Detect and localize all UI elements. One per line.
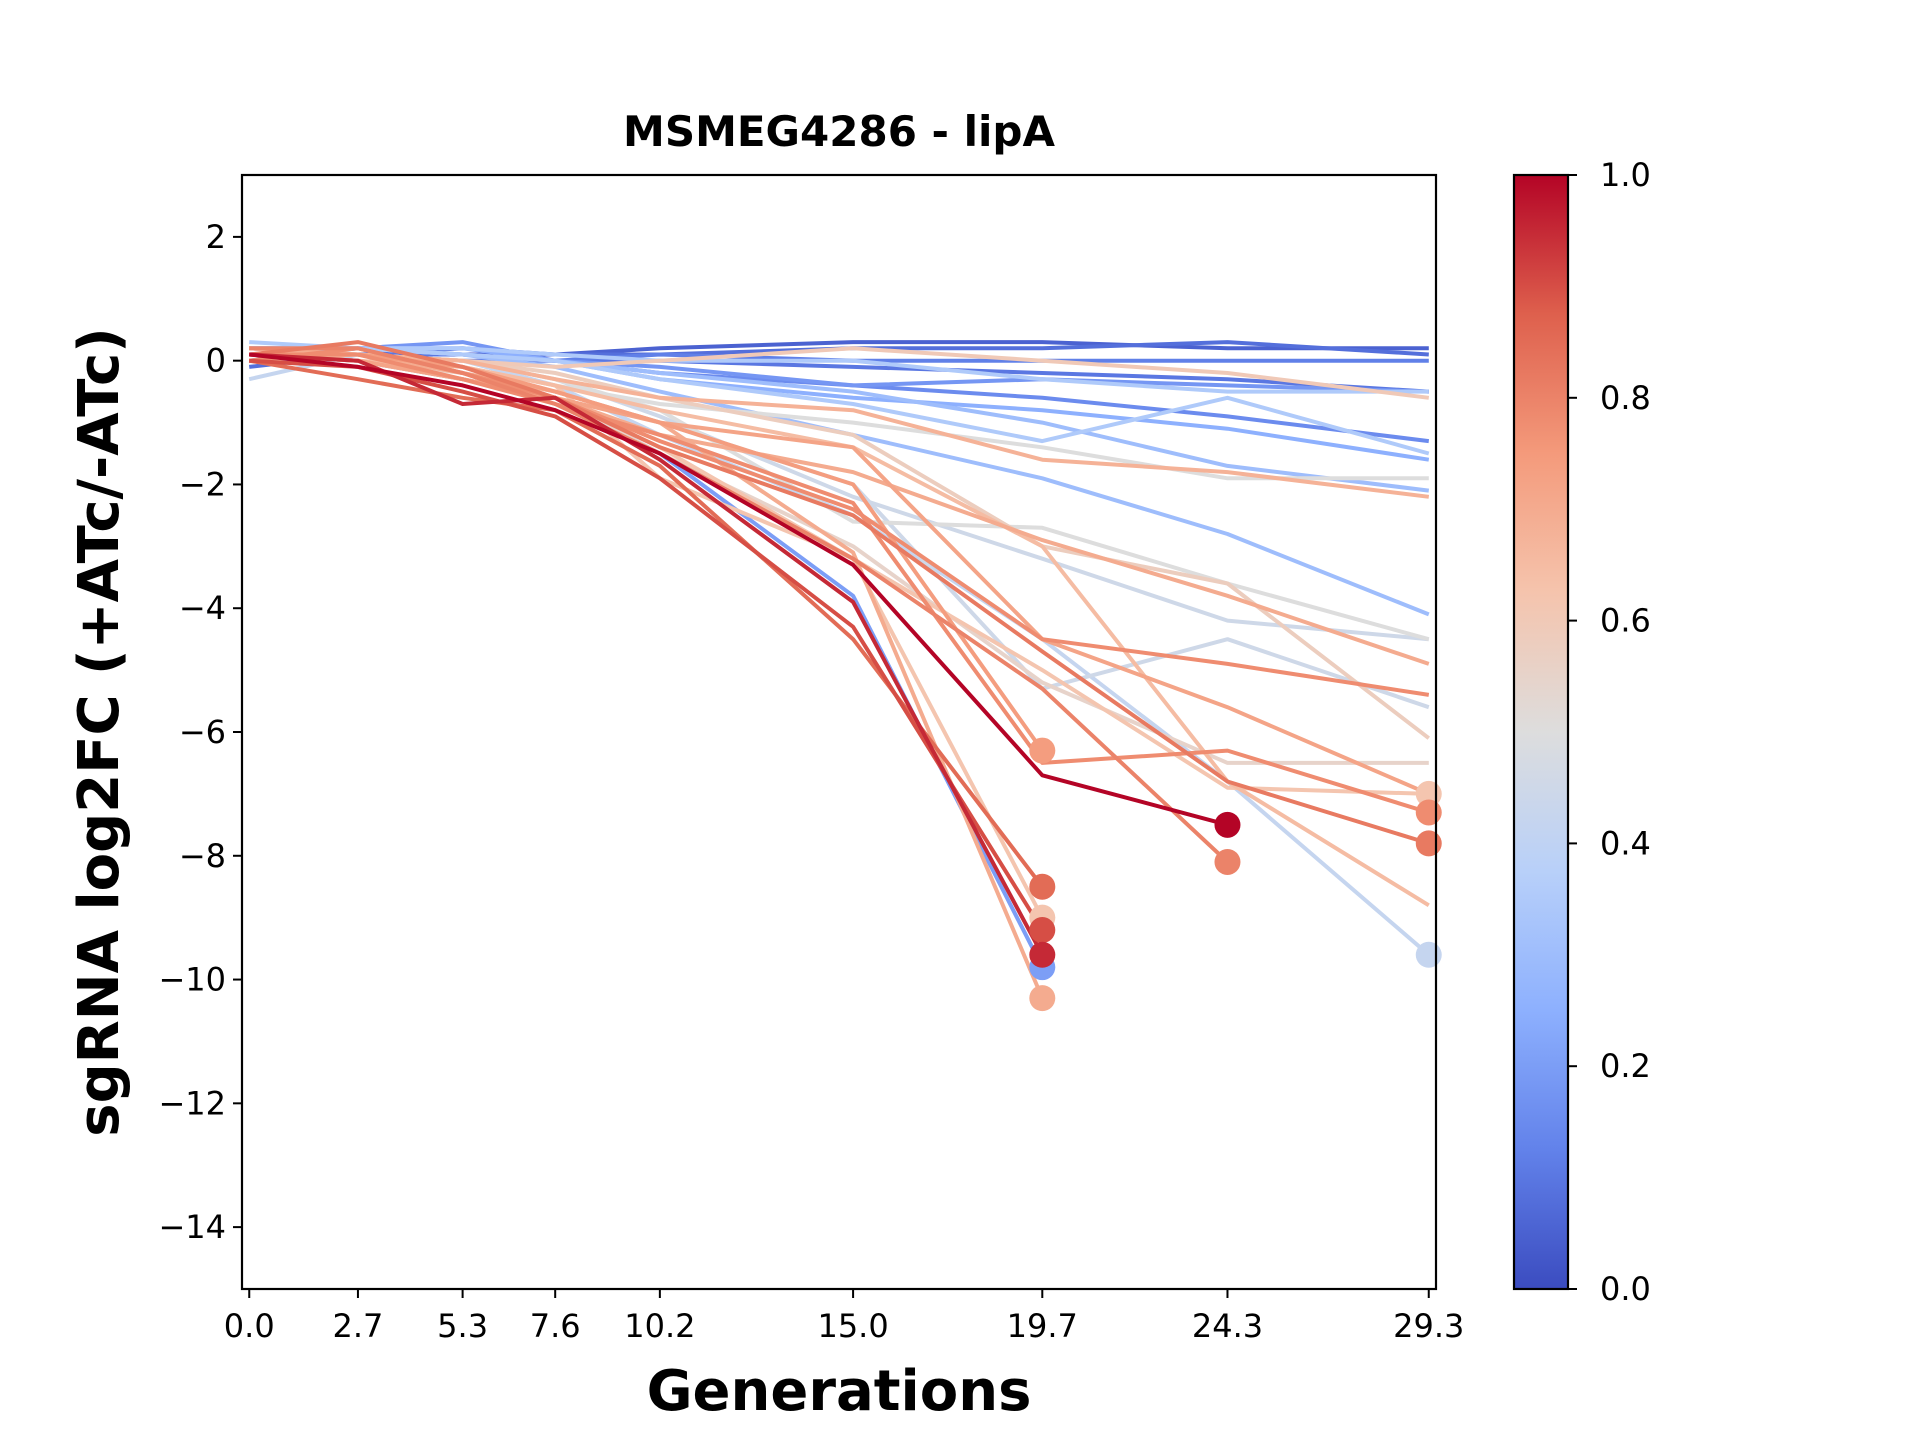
end-point-marker xyxy=(1029,737,1056,764)
colorbar-tick-label: 0.2 xyxy=(1600,1047,1651,1085)
x-tick-label: 7.6 xyxy=(530,1307,581,1345)
series-line xyxy=(248,352,1229,827)
series-line xyxy=(249,340,1429,394)
x-tick-label: 15.0 xyxy=(817,1307,888,1345)
colorbar-tick-label: 0.8 xyxy=(1600,379,1651,417)
x-tick-label: 24.3 xyxy=(1192,1307,1263,1345)
end-point-marker xyxy=(1029,873,1056,900)
end-point-marker xyxy=(1214,848,1241,875)
colorbar xyxy=(1512,173,1570,1291)
x-tick-label: 2.7 xyxy=(332,1307,383,1345)
x-axis: 0.0 2.7 5.3 7.6 10.2 15.0 19.7 24.3 29.3 xyxy=(224,1289,1464,1345)
y-tick-label: −10 xyxy=(158,961,226,999)
colorbar-tick-label: 0.0 xyxy=(1600,1270,1651,1308)
y-tick-label: −8 xyxy=(179,837,226,875)
x-axis-label: Generations xyxy=(647,1359,1032,1424)
x-tick-label: 5.3 xyxy=(437,1307,488,1345)
y-tick-label: 2 xyxy=(206,218,226,256)
x-tick-label: 29.3 xyxy=(1393,1307,1464,1345)
x-tick-label: 0.0 xyxy=(224,1307,275,1345)
end-point-marker xyxy=(1415,941,1442,968)
y-tick-label: −12 xyxy=(158,1084,226,1122)
y-tick-label: −6 xyxy=(179,713,226,751)
y-tick-label: −2 xyxy=(179,465,226,503)
end-point-marker xyxy=(1214,811,1241,838)
series-line xyxy=(249,352,1045,956)
series-line xyxy=(249,352,1430,908)
end-point-marker xyxy=(1029,985,1056,1012)
colorbar-tick-label: 0.4 xyxy=(1600,824,1651,862)
series-lines xyxy=(248,340,1431,999)
y-tick-label: −14 xyxy=(158,1208,226,1246)
end-point-marker xyxy=(1415,799,1442,826)
colorbar-tick-label: 1.0 xyxy=(1600,156,1651,194)
colorbar-axis: 0.0 0.2 0.4 0.6 0.8 1.0 xyxy=(1568,156,1651,1308)
series-line xyxy=(248,340,1430,846)
end-point-marker xyxy=(1415,830,1442,857)
x-tick-label: 19.7 xyxy=(1007,1307,1078,1345)
end-point-marker xyxy=(1029,941,1056,968)
y-tick-label: −4 xyxy=(179,589,226,627)
y-tick-label: 0 xyxy=(206,342,226,380)
x-tick-label: 10.2 xyxy=(624,1307,695,1345)
y-axis: 2 0 −2 −4 −6 −8 −10 −12 −14 xyxy=(158,218,242,1246)
y-axis-label: sgRNA log2FC (+ATc/-ATc) xyxy=(67,327,132,1137)
colorbar-tick-label: 0.6 xyxy=(1600,602,1651,640)
end-point-marker xyxy=(1029,917,1056,944)
chart-title: MSMEG4286 - lipA xyxy=(623,107,1055,156)
series-line xyxy=(249,352,1430,815)
